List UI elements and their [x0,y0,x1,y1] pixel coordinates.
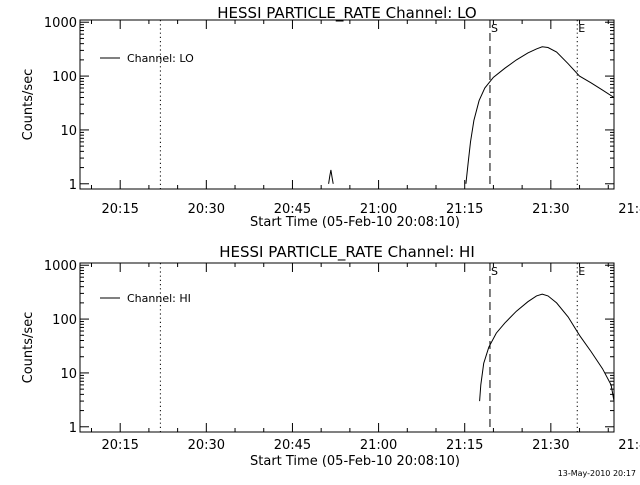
x-axis-label: Start Time (05-Feb-10 20:08:10) [250,215,460,230]
y-tick-label: 10 [60,367,77,382]
x-tick-label: 20:30 [188,438,225,453]
chart-panel-hi: HESSI PARTICLE_RATE Channel: HI 1 10 100 100… [21,243,640,469]
x-tick-label: 21:15 [446,438,483,453]
timestamp: 13-May-2010 20:17 [558,469,636,478]
legend: Channel: LO [100,52,194,65]
x-tick-label: 21:00 [360,438,397,453]
x-tick-label: 21:30 [532,202,569,217]
legend: Channel: HI [100,292,191,305]
legend-entry: Channel: LO [127,52,194,65]
y-tick-label: 10 [60,124,77,139]
marker-label-s: S [491,22,498,35]
legend-entry: Channel: HI [127,292,191,305]
x-tick-label: 21:15 [446,202,483,217]
x-tick-label: 21:30 [532,438,569,453]
y-tick-label: 1000 [44,16,77,31]
y-tick-label: 1000 [44,259,77,274]
x-tick-label: 20:45 [274,438,311,453]
y-axis-label: Counts/sec [21,69,36,141]
x-tick-label: 21:45 [618,202,640,217]
x-tick-label: 20:45 [274,202,311,217]
series-line-lo-0 [328,169,334,184]
marker-label-e: E [578,265,585,278]
series-line-hi-0 [479,293,615,432]
marker-label-e: E [578,22,585,35]
chart-title: HESSI PARTICLE_RATE Channel: HI [219,243,475,262]
y-tick-label: 100 [52,70,77,85]
x-tick-label: 20:30 [188,202,225,217]
chart-panel-lo: HESSI PARTICLE_RATE Channel: LO 1 10 100 100… [21,4,640,230]
y-tick-label: 1 [69,178,77,193]
y-tick-label: 100 [52,313,77,328]
marker-label-s: S [491,265,498,278]
x-tick-label: 20:15 [101,202,138,217]
y-axis-label: Counts/sec [21,312,36,384]
x-axis-label: Start Time (05-Feb-10 20:08:10) [250,454,460,469]
series-line-lo-1 [465,46,615,189]
x-tick-label: 21:00 [360,202,397,217]
chart-title: HESSI PARTICLE_RATE Channel: LO [217,4,476,23]
x-tick-label: 20:15 [101,438,138,453]
x-tick-label: 21:45 [618,438,640,453]
y-tick-label: 1 [69,421,77,436]
